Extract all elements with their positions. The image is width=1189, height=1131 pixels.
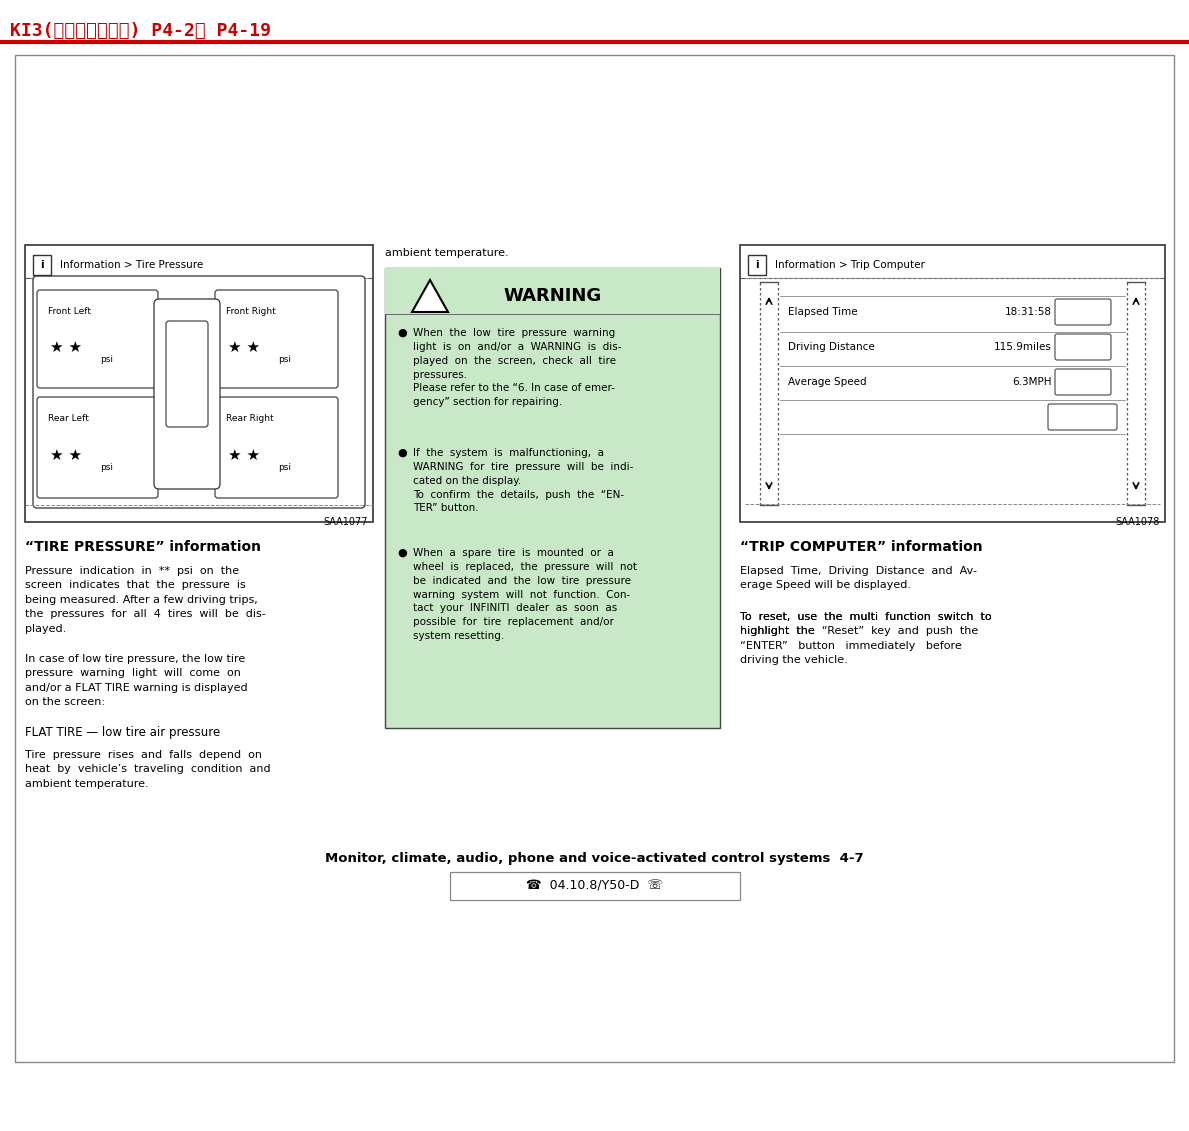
Text: Pressure  indication  in  **  psi  on  the
screen  indicates  that  the  pressur: Pressure indication in ** psi on the scr… [25, 566, 266, 633]
Text: “TIRE PRESSURE” information: “TIRE PRESSURE” information [25, 539, 262, 554]
Bar [748, 254, 766, 275]
FancyBboxPatch shape [1048, 404, 1116, 430]
Text: Elapsed  Time,  Driving  Distance  and  Av-
erage Speed will be displayed.: Elapsed Time, Driving Distance and Av- e… [740, 566, 977, 590]
Text: i: i [40, 260, 44, 270]
Text: psi: psi [100, 355, 113, 364]
Text: Average Speed: Average Speed [788, 377, 867, 387]
Text: WARNING: WARNING [503, 287, 602, 305]
Text: Monitor, climate, audio, phone and voice-activated control systems  4-7: Monitor, climate, audio, phone and voice… [325, 852, 863, 865]
Text: psi: psi [278, 463, 291, 472]
FancyBboxPatch shape [215, 290, 338, 388]
Text: ★ ★: ★ ★ [50, 339, 82, 354]
Text: KI3(ﾃｲｲｲｲｲｲ) P4-2･ P4-19: KI3(ﾃｲｲｲｲｲｲ) P4-2･ P4-19 [10, 21, 271, 40]
FancyBboxPatch shape [155, 299, 220, 489]
Text: 6.3MPH: 6.3MPH [1013, 377, 1052, 387]
Text: Elapsed Time: Elapsed Time [788, 307, 857, 317]
Text: ambient temperature.: ambient temperature. [385, 248, 509, 258]
Bar [385, 268, 721, 314]
Text: Reset: Reset [1069, 307, 1096, 317]
FancyBboxPatch shape [37, 290, 158, 388]
Text: psi: psi [100, 463, 113, 472]
FancyBboxPatch shape [33, 276, 365, 508]
Text: Information > Tire Pressure: Information > Tire Pressure [59, 260, 203, 270]
Text: ★ ★: ★ ★ [228, 339, 260, 354]
Bar [25, 245, 373, 523]
Text: 115.9miles: 115.9miles [994, 342, 1052, 352]
Text: Front Left: Front Left [48, 307, 92, 316]
Text: If  the  system  is  malfunctioning,  a
WARNING  for  tire  pressure  will  be  : If the system is malfunctioning, a WARNI… [413, 448, 634, 513]
FancyBboxPatch shape [37, 397, 158, 498]
Text: When  a  spare  tire  is  mounted  or  a
wheel  is  replaced,  the  pressure  wi: When a spare tire is mounted or a wheel … [413, 549, 637, 641]
Bar [449, 872, 740, 900]
Text: Front Right: Front Right [226, 307, 276, 316]
Text: Driving Distance: Driving Distance [788, 342, 875, 352]
Text: !: ! [427, 290, 433, 302]
Text: FLAT TIRE — low tire air pressure: FLAT TIRE — low tire air pressure [25, 726, 220, 739]
Text: In case of low tire pressure, the low tire
pressure  warning  light  will  come : In case of low tire pressure, the low ti… [25, 654, 247, 707]
Text: “TRIP COMPUTER” information: “TRIP COMPUTER” information [740, 539, 982, 554]
FancyBboxPatch shape [1055, 334, 1111, 360]
Bar [385, 268, 721, 728]
Text: Reset: Reset [1069, 342, 1096, 352]
Text: ★ ★: ★ ★ [228, 448, 260, 463]
Text: When  the  low  tire  pressure  warning
light  is  on  and/or  a  WARNING  is  d: When the low tire pressure warning light… [413, 328, 622, 407]
Text: ●: ● [397, 448, 407, 458]
Text: Rear Right: Rear Right [226, 414, 273, 423]
Text: ●: ● [397, 328, 407, 338]
Text: Reset: Reset [1069, 377, 1096, 387]
Text: Information > Trip Computer: Information > Trip Computer [775, 260, 925, 270]
Text: SAA1078: SAA1078 [1115, 517, 1160, 527]
Bar [15, 55, 1174, 1062]
FancyBboxPatch shape [166, 321, 208, 428]
FancyBboxPatch shape [215, 397, 338, 498]
Text: i: i [755, 260, 759, 270]
Bar [740, 245, 1165, 523]
Text: ●: ● [397, 549, 407, 558]
Text: To  reset,  use  the  multi  function  switch  to
highlight  the: To reset, use the multi function switch … [740, 612, 992, 637]
Text: To  reset,  use  the  multi  function  switch  to
highlight  the  “Reset”  key  : To reset, use the multi function switch … [740, 612, 992, 665]
Text: Tire  pressure  rises  and  falls  depend  on
heat  by  vehicle’s  traveling  co: Tire pressure rises and falls depend on … [25, 750, 271, 788]
FancyBboxPatch shape [1055, 299, 1111, 325]
Text: ☎  04.10.8/Y50-D  ☏: ☎ 04.10.8/Y50-D ☏ [527, 880, 663, 892]
Text: All Reset: All Reset [1062, 412, 1105, 422]
Text: Rear Left: Rear Left [48, 414, 89, 423]
Polygon shape [413, 280, 448, 312]
Text: psi: psi [278, 355, 291, 364]
Text: 18:31:58: 18:31:58 [1005, 307, 1052, 317]
Text: SAA1077: SAA1077 [323, 517, 369, 527]
FancyBboxPatch shape [1055, 369, 1111, 395]
Text: ★ ★: ★ ★ [50, 448, 82, 463]
Bar [33, 254, 51, 275]
